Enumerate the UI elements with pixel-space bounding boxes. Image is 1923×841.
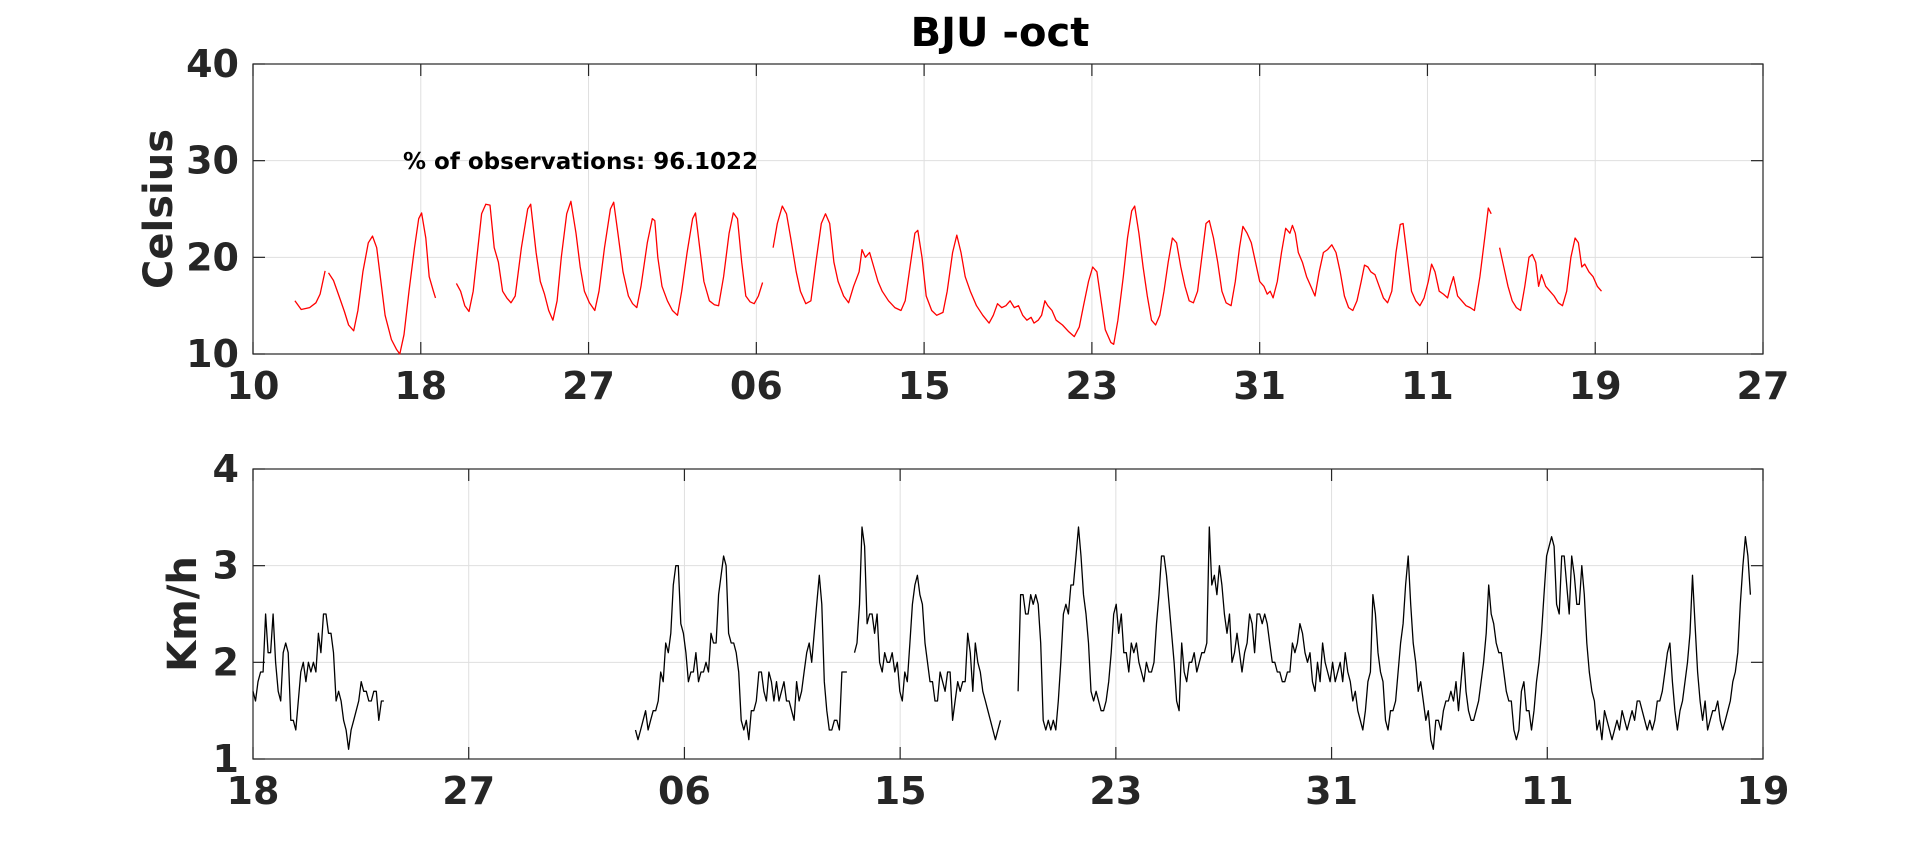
temperature-ytick-label: 10 bbox=[186, 332, 239, 376]
wind-ytick-label: 1 bbox=[213, 737, 239, 781]
temperature-xtick-label: 10 bbox=[227, 364, 280, 408]
temperature-axes-frame bbox=[252, 63, 1764, 355]
temperature-xtick-label: 19 bbox=[1569, 364, 1622, 408]
temperature-xtick-label: 31 bbox=[1233, 364, 1286, 408]
temperature-xtick-label: 15 bbox=[898, 364, 951, 408]
wind-ytick-label: 4 bbox=[213, 447, 239, 491]
temperature-xtick-label: 27 bbox=[1737, 364, 1790, 408]
temperature-xtick-label: 06 bbox=[730, 364, 783, 408]
temperature-ytick-label: 40 bbox=[186, 42, 239, 86]
wind-xtick-label: 19 bbox=[1737, 769, 1790, 813]
wind-xtick-label: 31 bbox=[1305, 769, 1358, 813]
temperature-series-line bbox=[294, 200, 1602, 355]
chart-title: BJU -oct bbox=[911, 10, 1090, 56]
wind-xtick-label: 18 bbox=[227, 769, 280, 813]
observations-annotation: % of observations: 96.1022 bbox=[403, 149, 758, 175]
wind-xtick-label: 11 bbox=[1521, 769, 1574, 813]
temperature-xtick-label: 27 bbox=[562, 364, 615, 408]
wind-xtick-label: 06 bbox=[658, 769, 711, 813]
temperature-ylabel: Celsius bbox=[136, 129, 182, 289]
temperature-ytick-label: 20 bbox=[186, 235, 239, 279]
wind-ylabel: Km/h bbox=[160, 556, 206, 672]
wind-xtick-label: 27 bbox=[442, 769, 495, 813]
wind-xtick-label: 15 bbox=[874, 769, 927, 813]
wind-xtick-label: 23 bbox=[1089, 769, 1142, 813]
wind-series-line bbox=[252, 526, 1752, 750]
wind-axes-frame bbox=[252, 468, 1764, 760]
wind-ytick-label: 3 bbox=[213, 544, 239, 588]
temperature-xtick-label: 11 bbox=[1401, 364, 1454, 408]
wind-ytick-label: 2 bbox=[213, 640, 239, 684]
temperature-xtick-label: 23 bbox=[1065, 364, 1118, 408]
temperature-ytick-label: 30 bbox=[186, 139, 239, 183]
temperature-xtick-label: 18 bbox=[394, 364, 447, 408]
temperature-panel: 10 18 27 06 15 23 31 11 19 27 10 20 30 40 Celsius % o… bbox=[136, 42, 1789, 408]
